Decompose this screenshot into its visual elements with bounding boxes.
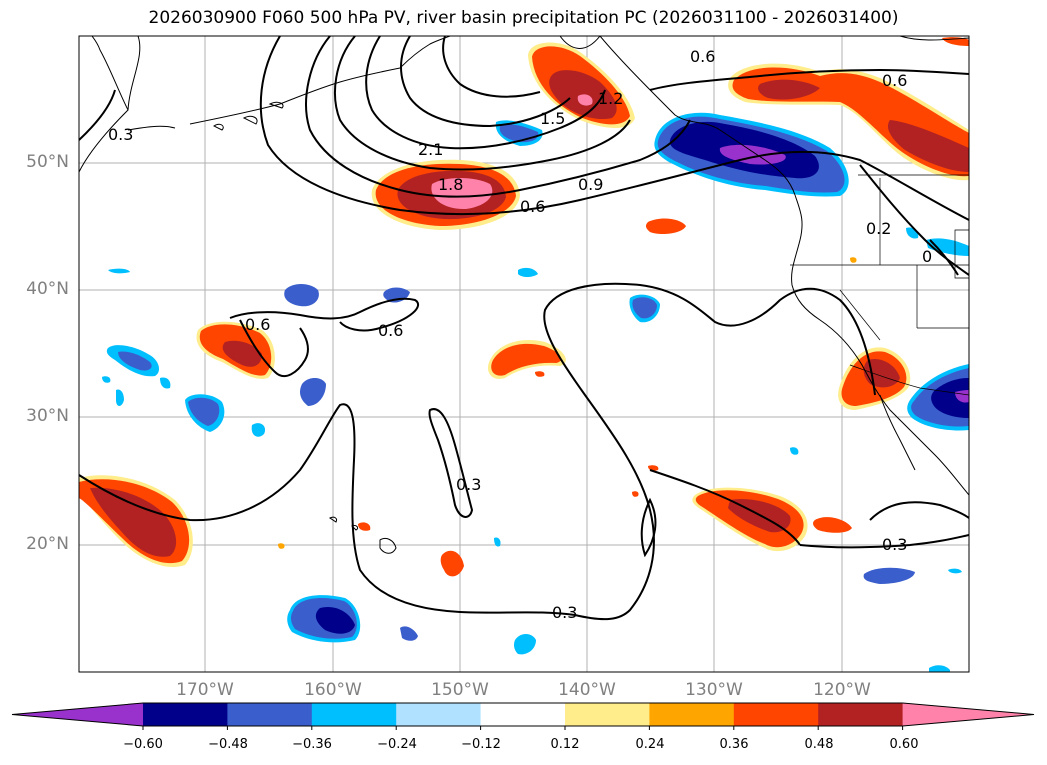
lat-label: 30°N bbox=[26, 406, 69, 426]
contour-label: 0.6 bbox=[245, 315, 270, 334]
contour-labels: 1.2 1.5 2.1 1.8 0.9 0.6 0.6 0.3 0.6 0.2 … bbox=[108, 47, 932, 622]
colorbar-segment bbox=[480, 703, 566, 726]
lon-label: 140°W bbox=[558, 680, 616, 700]
colorbar-tick-label: −0.60 bbox=[123, 737, 163, 752]
colorbar-extend-min bbox=[12, 703, 143, 726]
colorbar-tick-label: 0.24 bbox=[635, 737, 665, 752]
colorbar-segment bbox=[311, 703, 397, 726]
negative-blob-west-pacific bbox=[287, 595, 361, 643]
lon-label: 170°W bbox=[176, 680, 234, 700]
pv-contours bbox=[79, 36, 969, 621]
colorbar-segment bbox=[143, 703, 228, 726]
precip-blob-west-of-hawaii bbox=[79, 475, 193, 568]
lon-label: 120°W bbox=[813, 680, 871, 700]
contour-label: 0.6 bbox=[520, 197, 545, 216]
negative-small-blobs bbox=[102, 120, 969, 672]
lon-label: 160°W bbox=[304, 680, 362, 700]
colorbar-tick-label: −0.36 bbox=[292, 737, 332, 752]
colorbar-tick-label: 0.36 bbox=[719, 737, 749, 752]
precip-small-blobs bbox=[278, 257, 857, 577]
colorbar-segment bbox=[649, 703, 735, 726]
lon-label: 150°W bbox=[431, 680, 489, 700]
precip-blob-baja bbox=[838, 347, 911, 410]
precip-blob-hawaii-northwest bbox=[196, 321, 275, 379]
contour-label: 0.6 bbox=[882, 71, 907, 90]
colorbar bbox=[11, 702, 1035, 730]
colorbar-tick-label: −0.24 bbox=[377, 737, 417, 752]
negative-blob-pacific-northwest bbox=[654, 112, 849, 197]
map-frame bbox=[78, 35, 970, 673]
colorbar-segment bbox=[396, 703, 482, 726]
contour-label: 0.3 bbox=[882, 535, 907, 554]
contour-label: 0.6 bbox=[690, 47, 715, 66]
colorbar-segment bbox=[227, 703, 313, 726]
lat-label: 50°N bbox=[26, 152, 69, 172]
contour-label: 1.2 bbox=[598, 89, 623, 108]
colorbar-tick-label: −0.48 bbox=[208, 737, 248, 752]
colorbar-tick-label: 0.60 bbox=[889, 737, 919, 752]
lat-label: 20°N bbox=[26, 534, 69, 554]
lon-label: 130°W bbox=[685, 680, 743, 700]
precip-blob-gulf-of-alaska bbox=[371, 159, 520, 230]
precip-blob-central-pacific bbox=[487, 218, 686, 379]
lat-label: 40°N bbox=[26, 279, 69, 299]
negative-precip-areas bbox=[102, 112, 969, 672]
contour-label: 0.3 bbox=[552, 603, 577, 622]
precip-blob-north-pacific bbox=[528, 42, 635, 128]
contour-label: 0.9 bbox=[578, 175, 603, 194]
colorbar-segment bbox=[733, 703, 819, 726]
contour-label: 0.6 bbox=[378, 321, 403, 340]
negative-blob-east-coast bbox=[907, 364, 969, 431]
colorbar-tick-label: 0.48 bbox=[804, 737, 834, 752]
contour-label: 0.3 bbox=[456, 475, 481, 494]
borders bbox=[790, 174, 969, 396]
colorbar-segment bbox=[565, 703, 650, 726]
contour-label: 0 bbox=[922, 247, 932, 266]
contour-label: 1.8 bbox=[438, 175, 463, 194]
colorbar-tick-label: −0.12 bbox=[461, 737, 501, 752]
contour-label: 1.5 bbox=[540, 109, 565, 128]
contour-label: 0.2 bbox=[866, 219, 891, 238]
colorbar-segment bbox=[818, 703, 904, 726]
coastlines bbox=[79, 36, 969, 496]
contour-label: 0.3 bbox=[108, 125, 133, 144]
colorbar-tick-label: 0.12 bbox=[550, 737, 580, 752]
contour-label: 2.1 bbox=[418, 140, 443, 159]
colorbar-extend-max bbox=[902, 703, 1034, 726]
map-title: 2026030900 F060 500 hPa PV, river basin … bbox=[148, 8, 899, 28]
precip-blob-british-columbia bbox=[728, 37, 969, 181]
